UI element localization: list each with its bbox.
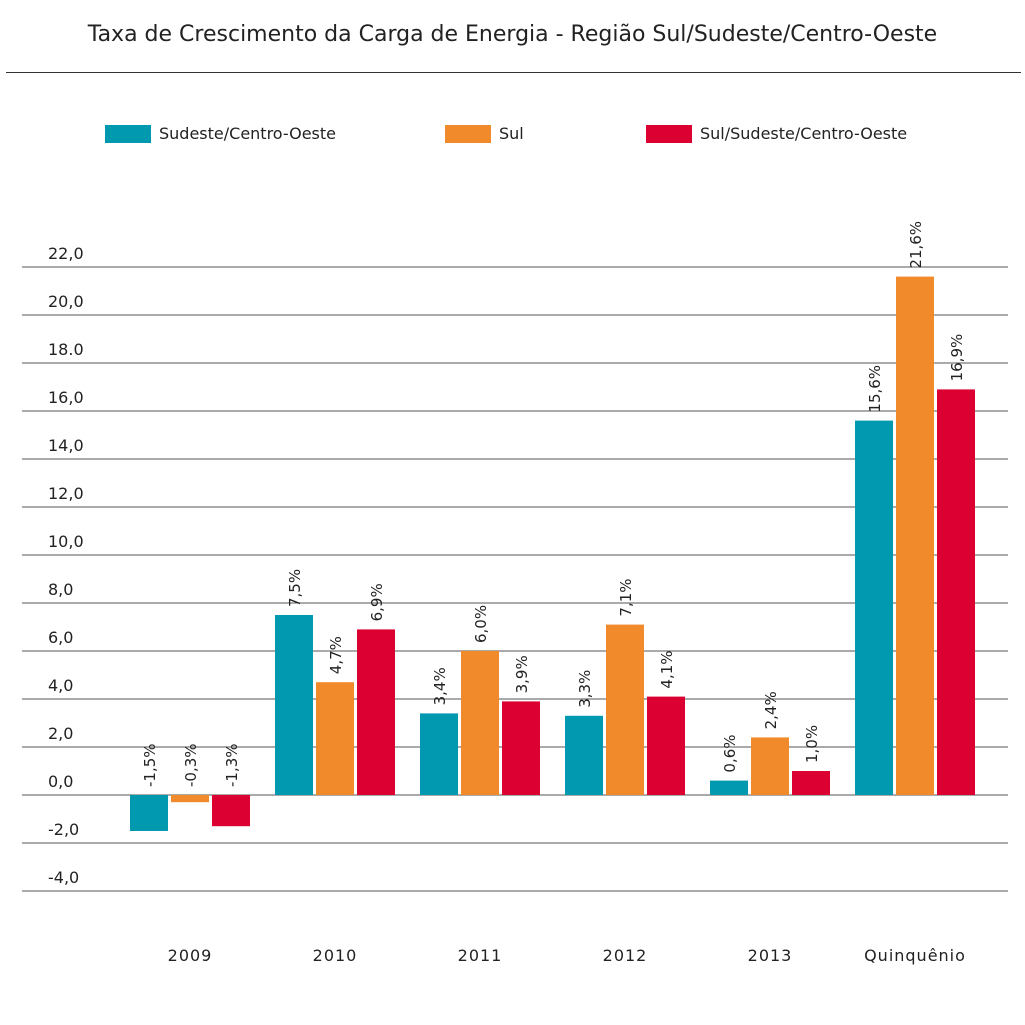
bar xyxy=(792,771,830,795)
legend-label: Sul xyxy=(499,124,524,143)
data-label: 7,1% xyxy=(617,578,635,616)
y-tick-label: 22,0 xyxy=(48,244,84,263)
data-label: 7,5% xyxy=(286,569,304,607)
y-tick-label: -4,0 xyxy=(48,868,79,887)
bar xyxy=(171,795,209,803)
bar xyxy=(212,795,250,827)
y-tick-label: 20,0 xyxy=(48,292,84,311)
bar xyxy=(461,651,499,795)
chart-title: Taxa de Crescimento da Carga de Energia … xyxy=(87,22,938,47)
y-tick-label: 6,0 xyxy=(48,628,73,647)
legend-swatch-sudeste-centro-oeste xyxy=(105,124,151,143)
bar xyxy=(751,737,789,795)
data-label: 3,3% xyxy=(576,670,594,708)
data-label: 16,9% xyxy=(948,334,966,382)
data-label: 3,9% xyxy=(513,655,531,693)
x-category-label: Quinquênio xyxy=(864,946,966,965)
x-category-label: 2009 xyxy=(168,946,213,965)
y-tick-label: 8,0 xyxy=(48,580,73,599)
bar xyxy=(420,713,458,795)
x-category-label: 2011 xyxy=(458,946,503,965)
legend-item-sul-sudeste-centro-oeste: Sul/Sudeste/Centro-Oeste xyxy=(646,124,907,143)
title-divider xyxy=(6,72,1021,73)
legend-item-sudeste-centro-oeste: Sudeste/Centro-Oeste xyxy=(105,124,336,143)
legend-swatch-sul-sudeste-centro-oeste xyxy=(646,124,692,143)
y-tick-label: 4,0 xyxy=(48,676,73,695)
y-tick-label: 0,0 xyxy=(48,772,73,791)
bar xyxy=(565,715,603,795)
legend-label: Sul/Sudeste/Centro-Oeste xyxy=(700,124,908,143)
x-category-label: 2012 xyxy=(603,946,648,965)
y-tick-label: 18.0 xyxy=(48,340,84,359)
data-label: -0,3% xyxy=(182,743,200,787)
x-category-label: 2013 xyxy=(748,946,793,965)
bar xyxy=(357,629,395,795)
data-label: 4,1% xyxy=(658,650,676,688)
bar xyxy=(710,780,748,795)
bar xyxy=(275,615,313,795)
bar xyxy=(606,624,644,795)
bar xyxy=(130,795,168,831)
data-label: -1,5% xyxy=(141,743,159,787)
bar xyxy=(502,701,540,795)
data-label: 21,6% xyxy=(907,221,925,269)
x-category-label: 2010 xyxy=(313,946,358,965)
data-label: 6,9% xyxy=(368,583,386,621)
data-label: 2,4% xyxy=(762,691,780,729)
data-label: -1,3% xyxy=(223,743,241,787)
data-label: 6,0% xyxy=(472,605,490,643)
y-tick-label: 2,0 xyxy=(48,724,73,743)
y-tick-label: 12,0 xyxy=(48,484,84,503)
y-tick-label: 16,0 xyxy=(48,388,84,407)
bar xyxy=(896,276,934,796)
legend-item-sul: Sul xyxy=(445,124,524,143)
y-tick-label: 14,0 xyxy=(48,436,84,455)
data-label: 3,4% xyxy=(431,667,449,705)
legend-label: Sudeste/Centro-Oeste xyxy=(159,124,336,143)
data-label: 0,6% xyxy=(721,734,739,772)
data-label: 1,0% xyxy=(803,725,821,763)
data-label: 4,7% xyxy=(327,636,345,674)
data-label: 15,6% xyxy=(866,365,884,413)
bar xyxy=(937,389,975,795)
y-tick-label: 10,0 xyxy=(48,532,84,551)
legend-swatch-sul xyxy=(445,124,491,143)
bar xyxy=(316,682,354,795)
bar xyxy=(855,420,893,795)
y-tick-label: -2,0 xyxy=(48,820,79,839)
bar xyxy=(647,696,685,795)
